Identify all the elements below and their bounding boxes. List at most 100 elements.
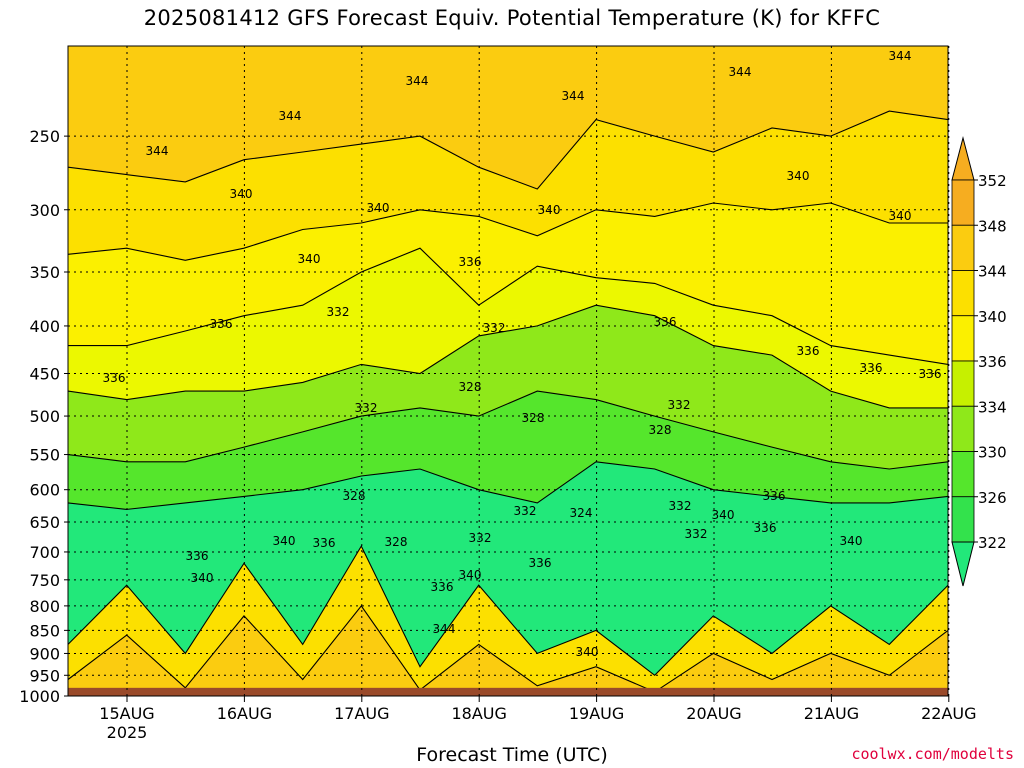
colorbar-label: 326 bbox=[978, 489, 1007, 507]
contour-label-336: 336 bbox=[763, 489, 786, 503]
field-band-lowlevel bbox=[68, 546, 948, 696]
x-tick-label: 16AUG bbox=[217, 704, 272, 723]
contour-label-336: 336 bbox=[919, 367, 942, 381]
contour-label-340: 340 bbox=[191, 571, 214, 585]
y-tick-label: 750 bbox=[29, 571, 60, 590]
contour-label-340: 340 bbox=[459, 568, 482, 582]
x-tick-label: 19AUG bbox=[569, 704, 624, 723]
x-tick-label: 17AUG bbox=[334, 704, 389, 723]
contour-label-336: 336 bbox=[186, 549, 209, 563]
colorbar-top-arrow bbox=[951, 136, 975, 181]
y-tick-label: 350 bbox=[29, 263, 60, 282]
contour-324 bbox=[68, 461, 948, 510]
y-tick-label: 300 bbox=[29, 201, 60, 220]
x-axis-title: Forecast Time (UTC) bbox=[416, 744, 608, 766]
y-tick-label: 900 bbox=[29, 644, 60, 663]
colorbar-label: 336 bbox=[978, 353, 1007, 371]
colorbar-label: 334 bbox=[978, 398, 1007, 416]
colorbar-label: 330 bbox=[978, 444, 1007, 462]
contour-label-328: 328 bbox=[522, 411, 545, 425]
x-tick-label: 21AUG bbox=[804, 704, 859, 723]
contour-label-344: 344 bbox=[889, 49, 912, 63]
contour-label-336: 336 bbox=[529, 556, 552, 570]
contour-label-336: 336 bbox=[431, 580, 454, 594]
x-year-label: 2025 bbox=[107, 723, 148, 742]
x-tick-label: 22AUG bbox=[921, 704, 976, 723]
contour-label-340: 340 bbox=[889, 209, 912, 223]
contour-label-332: 332 bbox=[327, 305, 350, 319]
contour-label-336: 336 bbox=[860, 361, 883, 375]
contour-336 bbox=[68, 247, 948, 365]
credit-text: coolwx.com/modelts bbox=[851, 745, 1014, 763]
colorbar-segment-3 bbox=[951, 315, 975, 362]
x-axis: 15AUG 16AUG 17AUG 18AUG 19AUG 20AUG 21AUG 22AUG… bbox=[99, 696, 977, 742]
contour-label-336: 336 bbox=[313, 536, 336, 550]
contour-label-344: 344 bbox=[562, 89, 585, 103]
contour-lowlevel-0 bbox=[68, 544, 948, 677]
contour-label-340: 340 bbox=[840, 534, 863, 548]
heatmap-field bbox=[68, 46, 948, 696]
colorbar-label: 344 bbox=[978, 263, 1007, 281]
contour-label-344: 344 bbox=[279, 109, 302, 123]
contour-label-344: 344 bbox=[433, 622, 456, 636]
colorbar-label: 352 bbox=[978, 172, 1007, 190]
contour-label-336: 336 bbox=[210, 317, 233, 331]
contour-label-336: 336 bbox=[103, 371, 126, 385]
y-axis: 250 300 350 400 450 500 550 600 650 700 750 800 850 9… bbox=[19, 127, 68, 706]
colorbar-segment-7 bbox=[951, 496, 975, 543]
x-tick-label: 15AUG bbox=[99, 704, 154, 723]
colorbar-segment-1 bbox=[951, 224, 975, 271]
y-tick-label: 550 bbox=[29, 446, 60, 465]
contour-label-324: 324 bbox=[570, 506, 593, 520]
colorbar-segment-6 bbox=[951, 451, 975, 498]
contour-label-344: 344 bbox=[406, 74, 429, 88]
contour-label-332: 332 bbox=[669, 499, 692, 513]
grid-lines bbox=[68, 46, 950, 697]
y-tick-label: 500 bbox=[29, 407, 60, 426]
contour-label-336: 336 bbox=[754, 521, 777, 535]
contour-label-336: 336 bbox=[797, 344, 820, 358]
contour-label-340: 340 bbox=[230, 187, 253, 201]
contour-label-332: 332 bbox=[685, 527, 708, 541]
contour-label-336: 336 bbox=[654, 315, 677, 329]
plot-frame bbox=[67, 45, 949, 697]
colorbar-bottom-arrow bbox=[951, 541, 975, 587]
ground-layer bbox=[68, 687, 948, 696]
contour-label-344: 344 bbox=[146, 144, 169, 158]
colorbar-label: 322 bbox=[978, 534, 1007, 552]
y-tick-label: 400 bbox=[29, 317, 60, 336]
contour-label-340: 340 bbox=[576, 645, 599, 659]
contour-labels: 344 344 344 344 344 344 344 340 340 340 340 340 340 3… bbox=[103, 49, 942, 659]
y-tick-label: 950 bbox=[29, 666, 60, 685]
y-tick-label: 650 bbox=[29, 513, 60, 532]
contour-label-340: 340 bbox=[538, 203, 561, 217]
colorbar-segment-0 bbox=[951, 179, 975, 226]
y-tick-label: 250 bbox=[29, 127, 60, 146]
contour-label-332: 332 bbox=[668, 398, 691, 412]
contour-label-332: 332 bbox=[514, 504, 537, 518]
colorbar-label: 348 bbox=[978, 217, 1007, 235]
colorbar-segment-4 bbox=[951, 360, 975, 407]
y-tick-label: 450 bbox=[29, 365, 60, 384]
contour-label-336: 336 bbox=[459, 255, 482, 269]
colorbar: 352 348 344 340 336 334 330 326 322 bbox=[951, 136, 1007, 587]
contour-label-344: 344 bbox=[729, 65, 752, 79]
y-tick-label: 1000 bbox=[19, 687, 60, 706]
contour-label-340: 340 bbox=[367, 201, 390, 215]
colorbar-label: 340 bbox=[978, 308, 1007, 326]
field-band-surface bbox=[68, 605, 948, 696]
y-tick-label: 800 bbox=[29, 597, 60, 616]
contour-label-340: 340 bbox=[712, 508, 735, 522]
contour-label-328: 328 bbox=[649, 423, 672, 437]
colorbar-segment-5 bbox=[951, 405, 975, 452]
contour-label-328: 328 bbox=[459, 380, 482, 394]
colorbar-segment-2 bbox=[951, 270, 975, 317]
chart-title: 2025081412 GFS Forecast Equiv. Potential… bbox=[143, 6, 881, 30]
contour-label-340: 340 bbox=[787, 169, 810, 183]
contour-label-332: 332 bbox=[483, 321, 506, 335]
ground-fill bbox=[68, 687, 948, 696]
contour-label-340: 340 bbox=[273, 534, 296, 548]
contour-lowlevel-1 bbox=[68, 604, 948, 693]
x-tick-label: 18AUG bbox=[451, 704, 506, 723]
